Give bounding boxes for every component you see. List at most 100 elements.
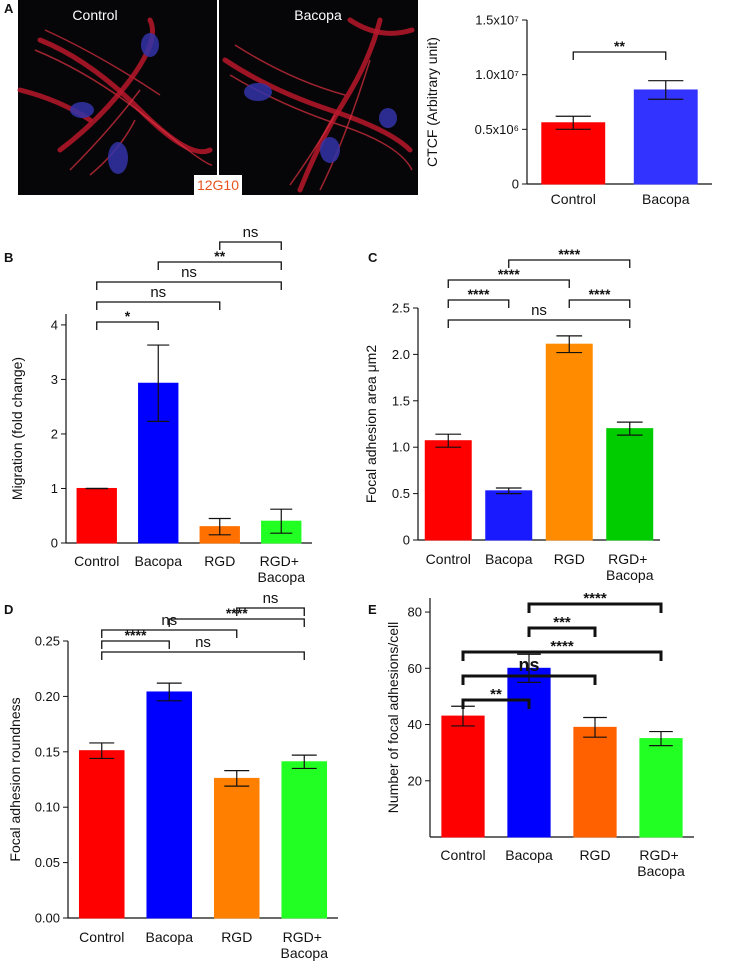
significance-bracket: [461, 698, 531, 709]
significance-bracket: [568, 299, 631, 308]
image-label: Control: [72, 7, 117, 23]
significance-bracket: [527, 626, 597, 637]
error-bar: [270, 508, 293, 534]
bar: [639, 738, 683, 838]
significance-bracket: [101, 651, 305, 660]
x-tick-label: RGD: [579, 847, 610, 863]
y-tick-label: 80: [408, 605, 422, 620]
panel-label: B: [4, 250, 13, 265]
y-tick-label: 0: [512, 177, 519, 192]
bar: [78, 750, 125, 919]
y-tick-label: 0: [403, 533, 410, 548]
bar: [485, 490, 533, 541]
significance-label: ns: [181, 264, 197, 281]
significance-label: ***: [553, 614, 571, 631]
x-tick-label: Control: [551, 191, 596, 207]
significance-label: ****: [468, 286, 490, 302]
y-tick-label: 0.15: [35, 744, 60, 759]
bar-chart: 0.00 0.05 0.10 0.15 0.20 0.25 Focal adhesion r…: [7, 590, 338, 961]
error-bar: [291, 754, 317, 770]
error-bar: [224, 770, 250, 787]
y-tick-label: 0.10: [35, 800, 60, 815]
significance-bracket: [461, 674, 597, 685]
bar-chart: 0 1 2 3 4 Migration (fold change) Control Bacop…: [9, 224, 312, 585]
panel-label: E: [368, 602, 377, 617]
x-tick-label: RGD: [221, 929, 252, 945]
significance-label: **: [214, 248, 225, 264]
y-tick-label: 0.25: [35, 634, 60, 649]
y-tick-label: 0.05: [35, 855, 60, 870]
significance-label: ****: [125, 627, 147, 643]
error-bar: [89, 742, 115, 760]
bar: [281, 761, 328, 919]
significance-bracket: [168, 618, 305, 627]
error-bar: [555, 115, 591, 130]
y-tick-label: 1.0: [392, 440, 410, 455]
y-tick-label: 60: [408, 661, 422, 676]
x-tick-label: RGD+ Bacopa: [606, 551, 654, 583]
y-axis-label: CTCF (Arbitrary unit): [424, 37, 440, 167]
significance-bracket: [447, 319, 631, 328]
bar: [441, 715, 485, 838]
y-axis-label: Number of focal adhesions/cell: [385, 622, 401, 813]
x-tick-label: RGD+ Bacopa: [258, 553, 306, 585]
error-bar: [208, 517, 231, 536]
micrograph: Control Bacopa 12G10: [17, 0, 418, 195]
error-bar: [556, 335, 583, 354]
significance-bracket: [96, 281, 282, 290]
x-tick-label: Bacopa: [135, 553, 183, 569]
y-tick-label: 0.00: [35, 911, 60, 926]
stain-box: [194, 175, 242, 195]
significance-bracket: [527, 602, 663, 613]
bar: [541, 122, 606, 185]
bar-chart: 0 0.5x10⁶ 1.0x10⁷ 1.5x10⁷ CTCF (Arbitrary un…: [424, 13, 712, 207]
y-tick-label: 40: [408, 717, 422, 732]
significance-bracket: [236, 607, 305, 616]
significance-label: ns: [531, 302, 547, 319]
significance-label: ****: [583, 590, 607, 607]
x-tick-label: Bacopa: [146, 929, 194, 945]
y-tick-label: 2.0: [392, 347, 410, 362]
x-tick-label: Control: [440, 847, 485, 863]
x-tick-label: Bacopa: [642, 191, 690, 207]
significance-bracket: [96, 301, 221, 310]
bar: [76, 487, 117, 544]
y-tick-label: 0.20: [35, 689, 60, 704]
panel-label: D: [4, 602, 13, 617]
bar-chart: 0 0.5 1.0 1.5 2.0 2.5 Focal adhesion area μm2 C…: [363, 246, 660, 583]
significance-label: ns: [195, 634, 211, 651]
cells: [17, 17, 415, 193]
bar: [606, 428, 654, 541]
significance-bracket: [101, 640, 170, 649]
y-tick-label: 0.5x10⁶: [475, 122, 519, 137]
significance-label: ****: [558, 246, 580, 262]
error-bar: [156, 682, 182, 702]
x-tick-label: Bacopa: [485, 551, 533, 567]
x-tick-label: RGD+ Bacopa: [637, 847, 685, 879]
y-tick-label: 0.5: [392, 486, 410, 501]
significance-bracket: [157, 261, 282, 270]
significance-bracket: [508, 259, 631, 268]
y-tick-label: 0: [51, 536, 58, 551]
bar-chart: 20 40 60 80 Number of focal adhesions/cell Co…: [385, 590, 694, 879]
error-bar: [435, 433, 462, 448]
y-axis-label: Migration (fold change): [9, 357, 25, 500]
panel-label: A: [4, 1, 14, 16]
y-tick-label: 3: [51, 372, 58, 387]
significance-label: *: [125, 308, 131, 324]
significance-label: ns: [518, 655, 539, 675]
bar: [507, 667, 551, 838]
error-bar: [517, 653, 541, 683]
y-tick-label: 1.5x10⁷: [475, 13, 519, 28]
significance-bracket: [219, 241, 282, 250]
significance-label: ****: [550, 638, 574, 655]
bar: [213, 777, 260, 919]
significance-label: **: [614, 38, 625, 54]
bar: [573, 726, 617, 838]
x-tick-label: Control: [79, 929, 124, 945]
significance-bracket: [461, 650, 663, 661]
y-tick-label: 2.5: [392, 301, 410, 316]
x-tick-label: RGD+ Bacopa: [281, 929, 329, 961]
y-tick-label: 2: [51, 426, 58, 441]
